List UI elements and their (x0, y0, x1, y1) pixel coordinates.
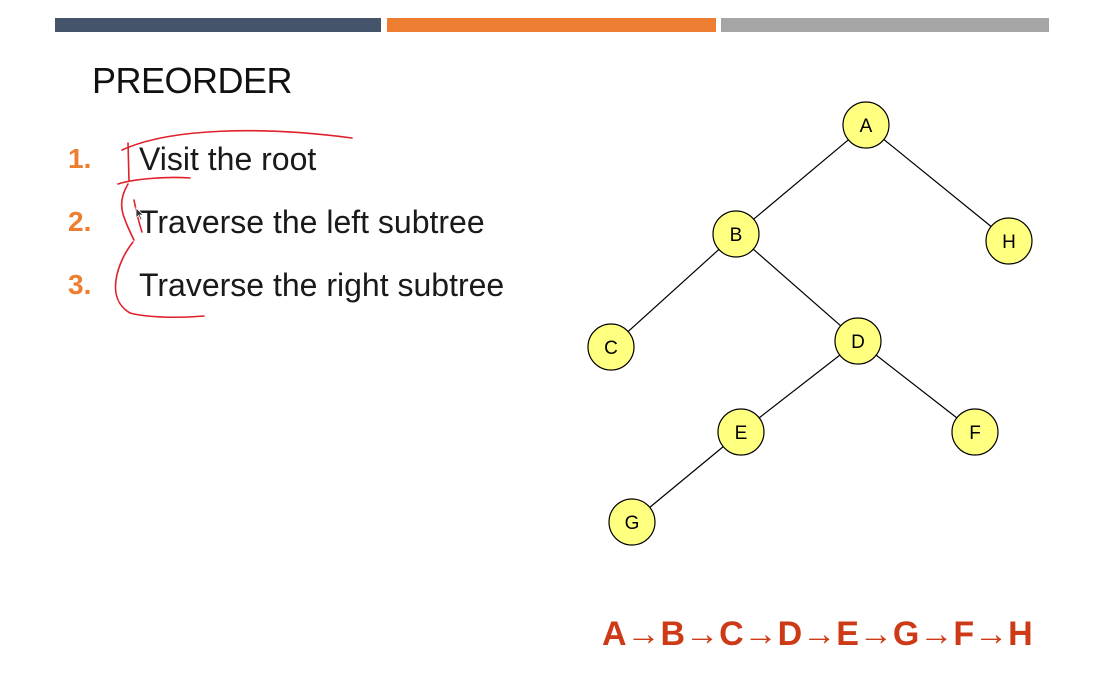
tree-node-circle (985, 217, 1033, 265)
tree-node-D: D (834, 317, 882, 365)
step-1-number: 1. (68, 143, 92, 174)
tree-edge-A-H (883, 139, 992, 227)
tree-node-circle (834, 317, 882, 365)
step-3-number: 3. (68, 269, 92, 300)
tree-node-label: F (969, 423, 981, 444)
tree-node-E: E (717, 408, 765, 456)
tree-edge-E-G (649, 446, 724, 508)
tree-edge-D-E (758, 354, 841, 419)
tree-node-B: B (712, 210, 760, 258)
tree-node-circle (587, 323, 635, 371)
tree-node-C: C (587, 323, 635, 371)
tree-node-circle (608, 498, 656, 546)
tree-node-label: G (625, 513, 640, 534)
tree-node-circle (712, 210, 760, 258)
tree-edge-D-F (875, 354, 958, 419)
tree-node-G: G (608, 498, 656, 546)
header-bar-gray (721, 18, 1049, 32)
tree-node-A: A (842, 101, 890, 149)
tree-edge-B-C (627, 248, 720, 333)
tree-node-label: C (604, 338, 618, 359)
slide-title: PREORDER (92, 60, 293, 101)
mouse-pointer-icon (135, 207, 145, 221)
tree-node-label: B (730, 225, 743, 246)
step-2-text: Traverse the left subtree (139, 204, 485, 240)
tree-node-circle (842, 101, 890, 149)
traversal-sequence: A→B→C→D→E→G→F→H (602, 615, 1033, 653)
tree-node-label: H (1002, 232, 1016, 253)
tree-edge-B-D (752, 248, 842, 327)
step-2-number: 2. (68, 206, 92, 237)
tree-node-circle (951, 408, 999, 456)
header-bar-orange (387, 18, 716, 32)
tree-node-H: H (985, 217, 1033, 265)
tree-node-F: F (951, 408, 999, 456)
tree-node-label: D (851, 332, 865, 353)
header-bar-dark (55, 18, 381, 32)
tree-edge-A-B (753, 139, 849, 220)
tree-node-circle (717, 408, 765, 456)
tree-node-label: A (860, 116, 873, 137)
tree-node-label: E (735, 423, 748, 444)
header-bars (0, 0, 1114, 40)
